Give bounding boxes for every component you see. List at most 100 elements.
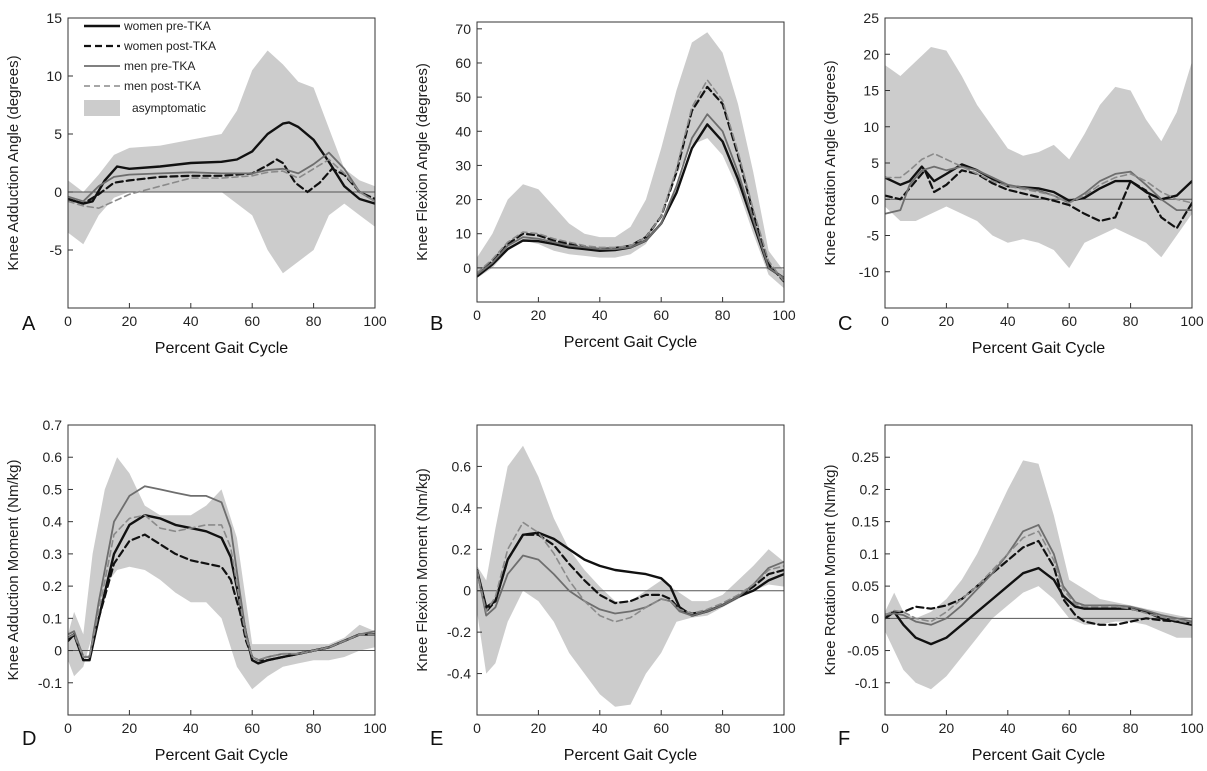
x-axis-label: Percent Gait Cycle <box>564 334 697 351</box>
y-tick-label: 0 <box>871 191 879 207</box>
x-tick-label: 40 <box>183 720 199 736</box>
legend: women pre-TKA women post-TKA men pre-TKA… <box>84 19 216 116</box>
panel-e: 0 20 40 60 80 100 -0.4 -0.2 0 0.2 0.4 0.6 Percent Ga… <box>414 424 796 764</box>
y-tick-label: 0.1 <box>43 610 63 626</box>
axes-frame <box>67 424 376 716</box>
x-tick-label: 100 <box>1180 313 1204 329</box>
series-men-pre <box>885 524 1192 626</box>
legend-swatch-band <box>84 100 120 116</box>
series-women-post <box>68 158 375 205</box>
y-tick-label: 5 <box>871 155 879 171</box>
plot-area <box>885 460 1192 690</box>
panel-d: 0 20 40 60 80 100 -0.1 0 0.1 0.2 0.3 0.4 0.5 0.6 0.7 Pe… <box>5 417 387 764</box>
y-tick-label: -0.1 <box>855 675 879 691</box>
series-men-pre <box>885 165 1192 215</box>
y-tick-label: 0.1 <box>860 546 880 562</box>
y-tick-label: 0.5 <box>43 481 63 497</box>
x-tick-label: 0 <box>64 720 72 736</box>
x-tick-label: 60 <box>244 720 260 736</box>
y-tick-label: -5 <box>50 242 63 258</box>
y-tick-label: -10 <box>859 264 879 280</box>
plot-area <box>477 32 784 289</box>
x-tick-label: 100 <box>772 720 796 736</box>
x-tick-label: 80 <box>715 720 731 736</box>
asymptomatic-band <box>68 457 375 690</box>
y-tick-label: 5 <box>54 126 62 142</box>
x-tick-label: 0 <box>64 313 72 329</box>
panel-b: 0 20 40 60 80 100 0 10 20 30 40 50 60 70 Percent Gait … <box>414 21 796 351</box>
panel-c: 0 20 40 60 80 100 -10 -5 0 5 10 15 20 25 Percent Gait … <box>822 10 1204 357</box>
legend-label-band: asymptomatic <box>132 101 206 115</box>
panel-letter: F <box>838 728 850 750</box>
y-tick-label: 20 <box>455 192 471 208</box>
x-tick-label: 0 <box>473 307 481 323</box>
x-tick-label: 80 <box>715 307 731 323</box>
x-tick-label: 20 <box>531 307 547 323</box>
x-tick-label: 20 <box>531 720 547 736</box>
y-tick-label: 0.3 <box>43 546 63 562</box>
x-tick-label: 40 <box>592 307 608 323</box>
x-tick-label: 100 <box>363 313 387 329</box>
y-tick-label: -0.1 <box>38 675 62 691</box>
panel-letter: B <box>430 313 443 335</box>
y-tick-label: 70 <box>455 21 471 37</box>
panel-letter: C <box>838 313 852 335</box>
y-axis-label: Knee Rotation Moment (Nm/kg) <box>822 465 839 676</box>
axes-frame <box>476 21 785 303</box>
x-tick-label: 60 <box>244 313 260 329</box>
x-tick-label: 80 <box>306 720 322 736</box>
x-tick-label: 0 <box>881 313 889 329</box>
y-tick-label: -0.05 <box>847 643 879 659</box>
legend-label-women-post: women post-TKA <box>123 39 216 53</box>
x-tick-label: 40 <box>183 313 199 329</box>
asymptomatic-band <box>477 445 784 707</box>
y-tick-label: -5 <box>867 228 880 244</box>
x-tick-label: 60 <box>653 720 669 736</box>
y-tick-label: 10 <box>46 68 62 84</box>
y-tick-label: 10 <box>455 226 471 242</box>
x-tick-label: 0 <box>881 720 889 736</box>
y-axis-label: Knee Rotation Angle (degrees) <box>822 60 839 265</box>
y-tick-label: 25 <box>863 10 879 26</box>
series-men-pre <box>477 113 784 280</box>
y-tick-label: 0.6 <box>452 458 472 474</box>
y-tick-label: 0 <box>463 260 471 276</box>
x-tick-label: 80 <box>306 313 322 329</box>
y-tick-label: 0.2 <box>43 578 63 594</box>
x-tick-label: 20 <box>939 720 955 736</box>
panel-letter: E <box>430 728 443 750</box>
x-tick-label: 100 <box>772 307 796 323</box>
panel-a: 0 20 40 60 80 100 -5 0 5 10 15 Percent Gait Cycle Kn… <box>5 10 387 357</box>
axes-frame <box>476 424 785 716</box>
y-tick-label: 0 <box>871 610 879 626</box>
x-tick-label: 20 <box>122 720 138 736</box>
x-tick-label: 60 <box>1061 720 1077 736</box>
y-axis-label: Knee Adduction Angle (degrees) <box>5 55 22 270</box>
panel-letter: D <box>22 728 36 750</box>
series-men-post <box>477 521 784 623</box>
y-tick-label: 0.15 <box>852 514 879 530</box>
x-axis-label: Percent Gait Cycle <box>972 747 1105 764</box>
y-axis-label: Knee Flexion Moment (Nm/kg) <box>414 468 431 671</box>
panel-f: 0 20 40 60 80 100 -0.1 -0.05 0 0.05 0.1 0.15 0.2 0.25… <box>822 424 1204 764</box>
y-tick-label: 30 <box>455 157 471 173</box>
legend-label-men-post: men post-TKA <box>124 79 201 93</box>
x-tick-label: 20 <box>939 313 955 329</box>
asymptomatic-band <box>477 32 784 289</box>
x-tick-label: 60 <box>653 307 669 323</box>
x-tick-label: 80 <box>1123 720 1139 736</box>
series-men-post <box>68 158 375 209</box>
x-axis-label: Percent Gait Cycle <box>564 747 697 764</box>
series-women-post <box>885 539 1192 626</box>
series-men-post <box>885 152 1192 204</box>
plot-area <box>477 445 784 707</box>
series-men-pre <box>477 554 784 617</box>
x-tick-label: 80 <box>1123 313 1139 329</box>
x-tick-label: 60 <box>1061 313 1077 329</box>
series-women-post <box>885 169 1192 230</box>
y-tick-label: 0.4 <box>43 514 63 530</box>
series-men-pre <box>68 151 375 203</box>
y-tick-label: 0.25 <box>852 449 879 465</box>
x-axis-label: Percent Gait Cycle <box>155 340 288 357</box>
